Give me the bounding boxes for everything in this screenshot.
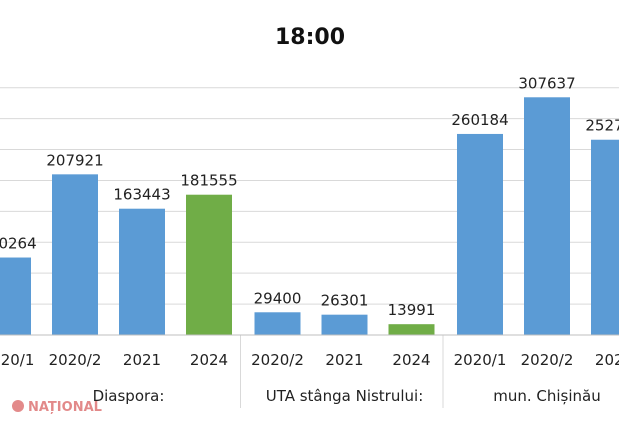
category-label: 2024 (190, 351, 228, 369)
category-label: 2020/1 (0, 351, 34, 369)
category-label: 2021 (325, 351, 363, 369)
bar (254, 312, 301, 335)
bar (457, 133, 503, 335)
watermark-icon (12, 400, 24, 412)
bar (52, 174, 98, 335)
bar (388, 324, 435, 335)
bar (524, 97, 570, 335)
data-label: 207921 (46, 151, 103, 169)
bar (119, 208, 165, 335)
bars (0, 97, 619, 335)
data-label: 29400 (254, 289, 302, 307)
data-label: 307637 (518, 74, 575, 92)
watermark-text: NAȚIONAL (28, 400, 102, 415)
category-label: 2020/2 (49, 351, 102, 369)
data-label: 13991 (388, 301, 436, 319)
category-label: 2020/1 (454, 351, 507, 369)
category-label: 2021 (123, 351, 161, 369)
bar (321, 314, 368, 335)
data-label: 100264 (0, 235, 37, 253)
watermark-logo: NAȚIONAL (12, 400, 102, 415)
data-label: 163443 (113, 186, 170, 204)
chart-title: 18:00 (275, 25, 345, 50)
category-label: 2020/2 (251, 351, 304, 369)
bar (186, 194, 232, 335)
data-label: 181555 (180, 172, 237, 190)
group-label: Diaspora: (93, 387, 165, 405)
category-label: 2020/2 (521, 351, 574, 369)
group-label: mun. Chișinău (493, 387, 601, 405)
bar (0, 257, 31, 335)
group-label: UTA stânga Nistrului: (266, 387, 424, 405)
bar (591, 139, 619, 335)
category-label: 2024 (392, 351, 430, 369)
value-labels: 100264 207921 163443 181555 29400 26301 13991 2… (0, 74, 619, 319)
category-label: 2021 (595, 351, 619, 369)
data-label: 26301 (321, 292, 369, 310)
data-label: 260184 (451, 111, 508, 129)
category-axis: 2020/1 2020/2 2021 2024 Diaspora: 2020/2 2021 2… (0, 334, 619, 408)
data-label: 252700 (585, 117, 619, 135)
